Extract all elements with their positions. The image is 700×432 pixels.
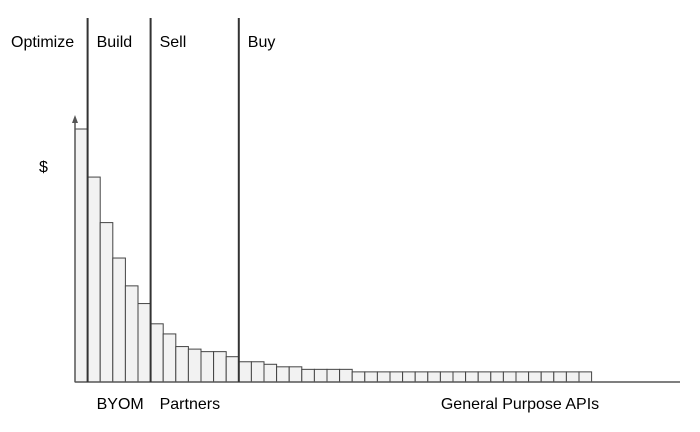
bar-21	[326, 368, 341, 383]
bar-26	[389, 371, 404, 383]
bar-4	[112, 257, 126, 383]
segment-top-label-1: Optimize	[11, 34, 74, 51]
bar-20	[313, 368, 328, 383]
bar-31	[452, 371, 467, 383]
bar-25	[376, 371, 391, 383]
y-axis-label: $	[39, 159, 48, 176]
bar-5	[124, 285, 139, 383]
bars-layer	[74, 128, 593, 383]
bar-15	[250, 361, 265, 383]
bar-28	[414, 371, 429, 383]
bar-19	[301, 368, 315, 383]
segment-top-label-3: Sell	[160, 34, 187, 51]
bar-36	[515, 371, 530, 383]
bar-10	[187, 348, 202, 383]
bar-33	[477, 371, 492, 383]
bar-38	[540, 371, 555, 383]
bar-35	[502, 371, 517, 383]
bar-37	[528, 371, 542, 383]
bar-9	[175, 346, 189, 383]
segment-bottom-label-2: BYOM	[97, 396, 144, 413]
y-axis-arrow-icon	[72, 115, 78, 123]
segment-top-label-4: Buy	[248, 34, 276, 51]
bar-14	[238, 361, 252, 383]
bar-17	[276, 366, 290, 383]
bar-7	[150, 323, 164, 383]
bar-8	[162, 333, 177, 383]
bar-41	[578, 371, 593, 383]
bar-13	[225, 356, 240, 383]
axes-layer: $	[39, 115, 680, 383]
bar-18	[288, 366, 303, 383]
bar-1	[74, 128, 89, 383]
bar-32	[465, 371, 479, 383]
bar-40	[565, 371, 580, 383]
bar-24	[364, 371, 378, 383]
bar-27	[402, 371, 416, 383]
bar-12	[213, 351, 227, 383]
bar-6	[137, 303, 152, 383]
segment-bottom-label-4: General Purpose APIs	[441, 396, 599, 413]
segment-top-label-2: Build	[97, 34, 133, 51]
dividers-layer	[86, 18, 240, 382]
bar-22	[339, 368, 353, 383]
bar-3	[99, 222, 114, 383]
bar-2	[87, 176, 101, 383]
bar-34	[490, 371, 504, 383]
segment-bottom-label-3: Partners	[160, 396, 220, 413]
bar-30	[439, 371, 454, 383]
bar-16	[263, 363, 278, 383]
bar-29	[427, 371, 441, 383]
bar-39	[553, 371, 567, 383]
bar-11	[200, 351, 215, 383]
bar-23	[351, 371, 366, 383]
labels-layer: Optimize Build BYOM Sell Partners Buy General …	[11, 34, 599, 413]
